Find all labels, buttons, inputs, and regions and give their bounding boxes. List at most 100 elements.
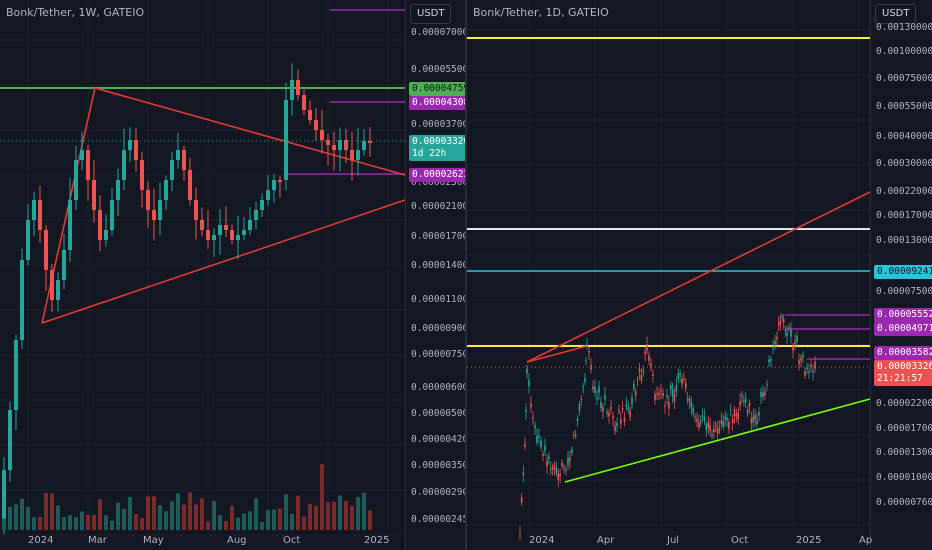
- candle-body: [602, 407, 604, 412]
- currency-unit-button[interactable]: USDT: [875, 4, 917, 24]
- candle-body: [104, 230, 108, 240]
- candle-body: [709, 425, 711, 431]
- candle-body: [764, 391, 766, 396]
- candle-body: [746, 409, 749, 414]
- volume-bar: [140, 518, 144, 530]
- price-axis-label: 0.00002100: [411, 201, 469, 212]
- candle-body: [741, 394, 743, 396]
- candle-body: [666, 395, 668, 398]
- candle-body: [542, 453, 544, 456]
- price-axis-label: 0.00040000: [876, 131, 932, 142]
- volume-bar: [188, 492, 192, 530]
- volume-bar: [62, 516, 66, 530]
- candle-body: [808, 371, 810, 373]
- candle-body: [642, 370, 645, 373]
- candle-body: [744, 398, 747, 403]
- candle-body: [768, 359, 770, 363]
- volume-bar: [284, 494, 288, 530]
- candle-body: [656, 393, 658, 395]
- candle-body: [633, 384, 635, 389]
- candle-body: [86, 150, 90, 180]
- candle-body: [631, 397, 633, 405]
- price-axis-label: 0.00000750: [411, 349, 469, 360]
- chart-pane-daily[interactable]: Bonk/Tether, 1D, GATEIO USDT 0.00130000 0…: [467, 0, 932, 550]
- candle-body: [814, 361, 816, 369]
- candle-body: [522, 472, 525, 476]
- candle-body: [574, 434, 577, 436]
- volume-bar: [362, 492, 366, 530]
- price-axis-label: 0.00000900: [411, 323, 469, 334]
- candle-body: [675, 385, 678, 392]
- price-axis-label: 0.00005500: [411, 64, 469, 75]
- candle-body: [776, 336, 778, 340]
- candle-body: [600, 401, 602, 408]
- price-tag-green-level: 0.00004759: [409, 82, 473, 96]
- candle-body: [567, 457, 569, 465]
- candle-body: [296, 80, 300, 95]
- candle-body: [629, 410, 631, 418]
- candle-body: [164, 180, 168, 200]
- candle-body: [14, 340, 18, 410]
- time-axis-label: Oct: [731, 535, 749, 546]
- candle-body: [272, 180, 276, 190]
- trend-line-upper: [526, 191, 871, 363]
- candle-body: [728, 421, 730, 429]
- candle-body: [664, 405, 666, 407]
- volume-bar: [104, 515, 108, 530]
- candle-body: [621, 408, 624, 410]
- chart-title-daily: Bonk/Tether, 1D, GATEIO: [473, 6, 609, 19]
- volume-bar: [32, 517, 36, 530]
- candle-body: [362, 141, 366, 150]
- pane-divider[interactable]: [465, 0, 467, 550]
- candle-body: [714, 425, 717, 427]
- candle-body: [729, 409, 732, 411]
- candle-body: [146, 190, 150, 210]
- time-axis-label: 2024: [28, 535, 54, 546]
- candle-body: [800, 357, 802, 361]
- candle-body: [594, 386, 596, 393]
- candle-body: [625, 404, 628, 407]
- candle-body: [781, 316, 783, 318]
- candle-body: [224, 225, 228, 230]
- volume-bar: [290, 513, 294, 530]
- candle-body: [278, 180, 282, 182]
- volume-bar: [344, 500, 348, 530]
- candle-body: [176, 150, 180, 160]
- volume-bar: [98, 499, 102, 530]
- candle-body: [200, 220, 204, 230]
- volume-bar: [224, 520, 228, 530]
- bar-countdown: 1d 22h: [412, 148, 447, 159]
- candle-body: [122, 150, 126, 180]
- volume-bar: [122, 508, 126, 530]
- candle-body: [696, 418, 698, 422]
- volume-bar: [134, 514, 138, 530]
- candle-body: [584, 377, 586, 382]
- price-axis-border: [870, 0, 871, 550]
- candle-body: [688, 398, 691, 402]
- volume-bar: [308, 503, 312, 530]
- weekly-chart-canvas[interactable]: [0, 0, 466, 550]
- price-axis-label: 0.00013000: [876, 235, 932, 246]
- candle-body: [668, 401, 670, 409]
- candle-body: [810, 364, 812, 367]
- volume-bar: [74, 517, 78, 530]
- candle-body: [548, 456, 550, 459]
- currency-unit-button[interactable]: USDT: [410, 4, 452, 24]
- candle-body: [616, 422, 618, 427]
- chart-pane-weekly[interactable]: Bonk/Tether, 1W, GATEIO USDT 0.00007000 0…: [0, 0, 473, 550]
- candle-body: [739, 401, 741, 407]
- candle-body: [644, 351, 646, 355]
- volume-bar: [92, 514, 96, 530]
- daily-chart-canvas[interactable]: [467, 0, 932, 550]
- volume-bar: [206, 521, 210, 530]
- candle-body: [212, 235, 216, 240]
- candle-body: [758, 412, 760, 416]
- volume-bar: [200, 498, 204, 530]
- candle-body: [806, 368, 808, 370]
- price-axis-label: 0.00055000: [876, 101, 932, 112]
- candle-body: [586, 344, 588, 347]
- candle-body: [618, 410, 620, 412]
- volume-bar: [320, 464, 324, 530]
- candle-body: [694, 416, 696, 418]
- time-axis-label: Apr: [597, 535, 615, 546]
